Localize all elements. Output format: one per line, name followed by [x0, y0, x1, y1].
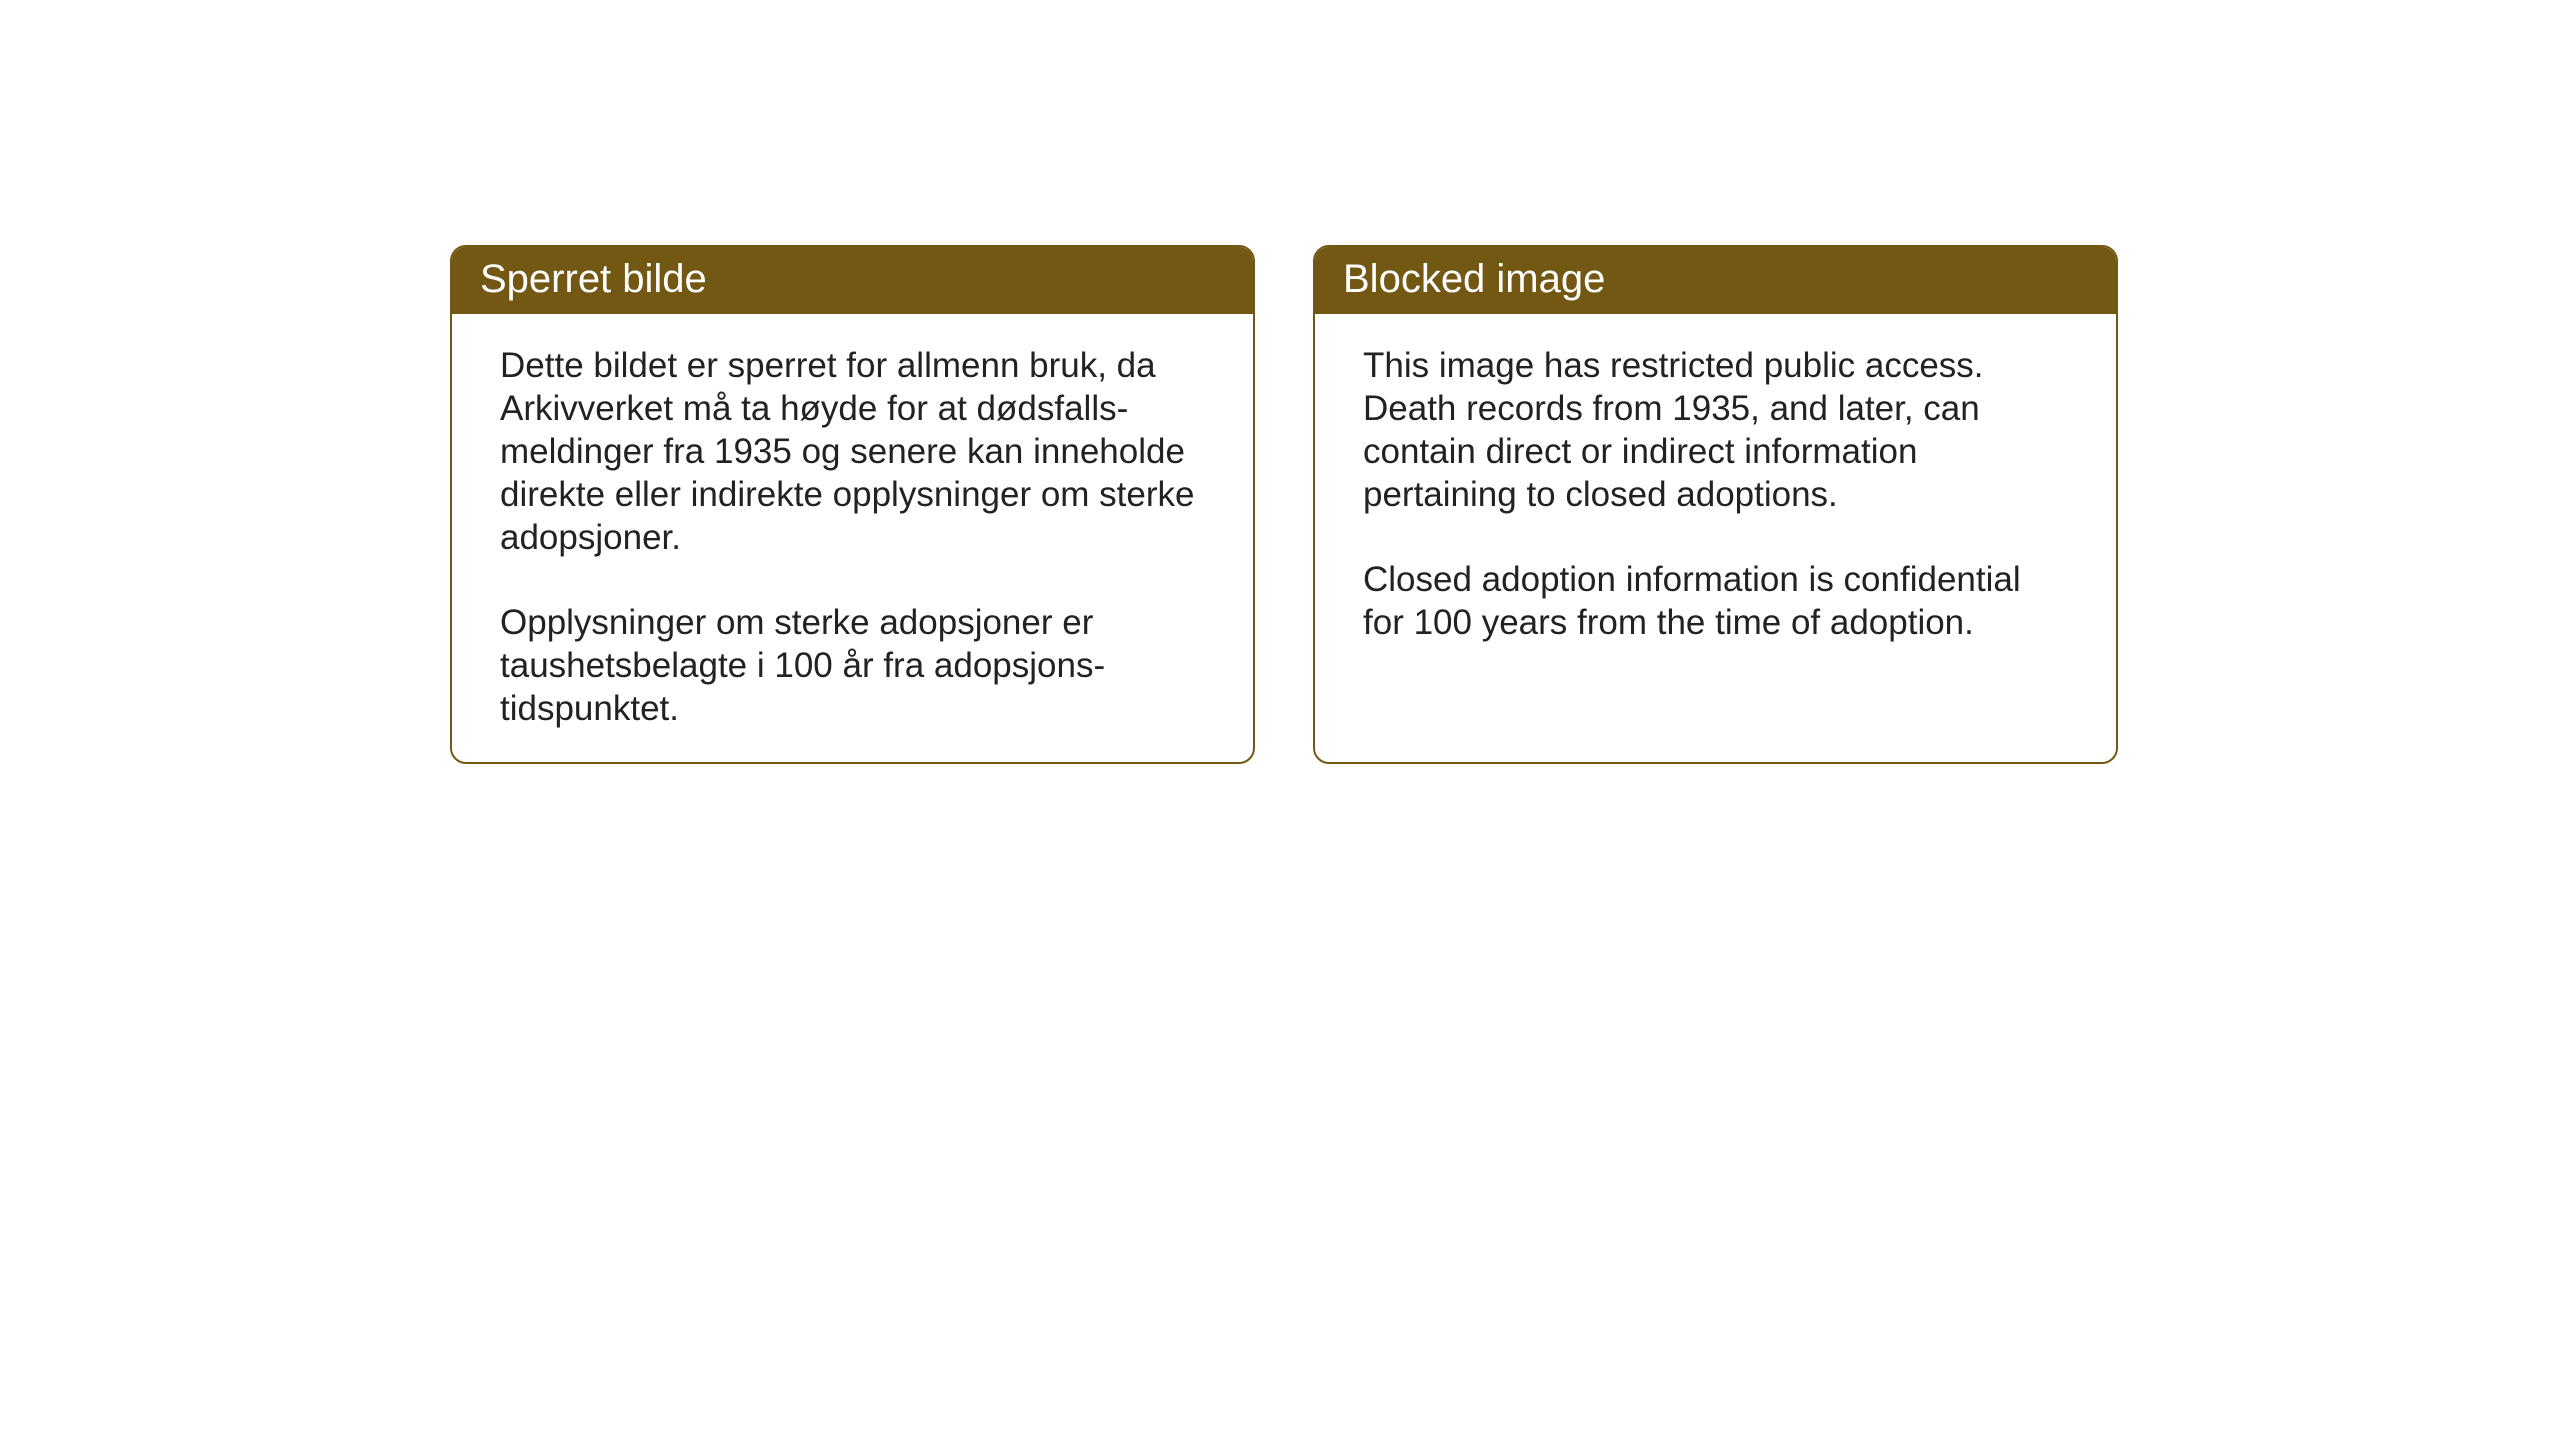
- english-card-body: This image has restricted public access.…: [1315, 314, 2116, 762]
- norwegian-paragraph-2: Opplysninger om sterke adopsjoner er tau…: [500, 601, 1205, 730]
- norwegian-paragraph-1: Dette bildet er sperret for allmenn bruk…: [500, 344, 1205, 559]
- norwegian-card-title: Sperret bilde: [452, 247, 1253, 314]
- english-paragraph-1: This image has restricted public access.…: [1363, 344, 2068, 516]
- english-paragraph-2: Closed adoption information is confident…: [1363, 558, 2068, 644]
- norwegian-notice-card: Sperret bilde Dette bildet er sperret fo…: [450, 245, 1255, 764]
- norwegian-card-body: Dette bildet er sperret for allmenn bruk…: [452, 314, 1253, 762]
- english-card-title: Blocked image: [1315, 247, 2116, 314]
- notice-container: Sperret bilde Dette bildet er sperret fo…: [450, 245, 2118, 764]
- english-notice-card: Blocked image This image has restricted …: [1313, 245, 2118, 764]
